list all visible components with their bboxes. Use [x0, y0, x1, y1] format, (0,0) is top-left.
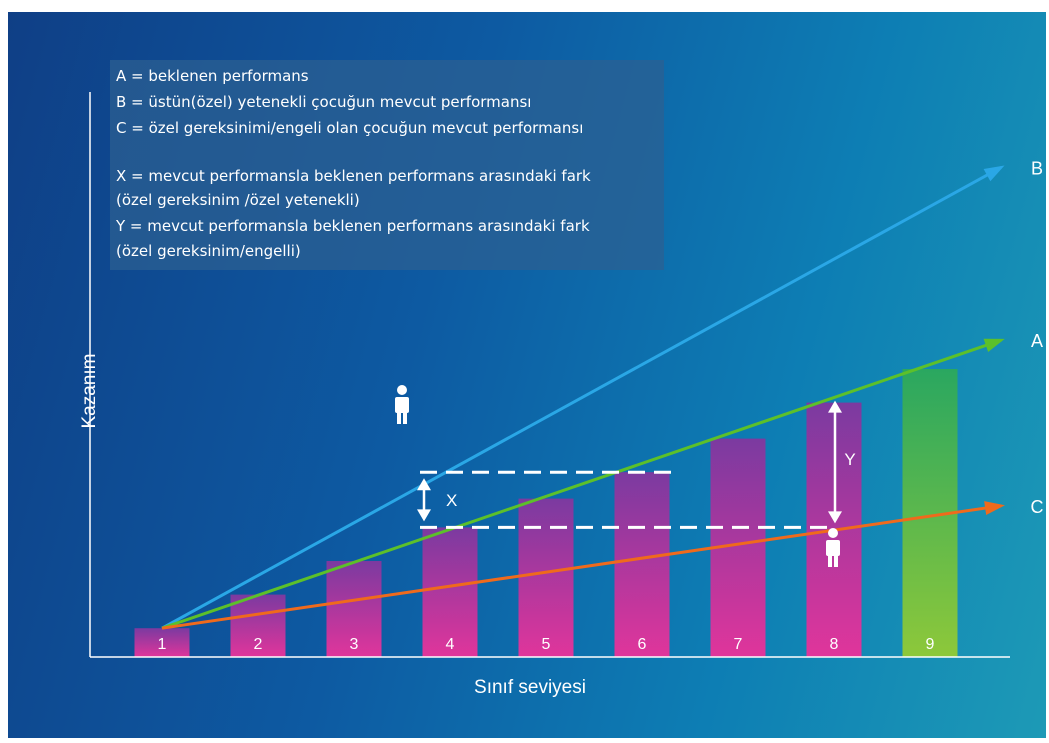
- line-A: [161, 338, 1002, 630]
- bar-2: [230, 594, 286, 657]
- legend-text-B: B = üstün(özel) yetenekli çocuğun mevcut…: [116, 93, 532, 111]
- legend-box: [110, 60, 664, 270]
- legend-text-Y-note: (özel gereksinim/engelli): [116, 242, 301, 260]
- line-label-C: C: [1031, 497, 1044, 517]
- y-axis-title: Kazanım: [79, 353, 100, 429]
- tick-label-9: 9: [926, 636, 935, 653]
- line-label-A: A: [1031, 331, 1043, 351]
- y-gap-arrow-head-top: [828, 400, 842, 413]
- tick-label-6: 6: [638, 636, 647, 653]
- x-gap-label: X: [446, 491, 457, 510]
- arrowhead-B: [983, 165, 1005, 182]
- arrowhead-A: [983, 338, 1005, 353]
- person-icon: [395, 385, 409, 424]
- legend-text-X: X = mevcut performansla beklenen perform…: [116, 167, 591, 185]
- y-gap-arrow-head-bottom: [828, 511, 842, 524]
- bar-4: [422, 527, 478, 657]
- arrowhead-C: [984, 501, 1005, 516]
- line-label-B: B: [1031, 158, 1043, 178]
- bar-3: [326, 561, 382, 657]
- line-B: [161, 166, 1002, 630]
- tick-label-3: 3: [350, 636, 359, 653]
- tick-label-5: 5: [542, 636, 551, 653]
- x-axis-title: Sınıf seviyesi: [474, 677, 586, 698]
- legend-text-A: A = beklenen performans: [116, 67, 309, 85]
- legend-text-X-note: (özel gereksinim /özel yetenekli): [116, 191, 360, 209]
- tick-label-8: 8: [830, 636, 839, 653]
- tick-label-2: 2: [254, 636, 263, 653]
- tick-label-7: 7: [734, 636, 743, 653]
- tick-label-1: 1: [158, 636, 167, 653]
- tick-label-4: 4: [446, 636, 455, 653]
- bar-5: [518, 498, 574, 657]
- line-C: [161, 504, 1002, 630]
- x-gap-arrow-head-bottom: [417, 509, 431, 522]
- x-gap-arrow-head-top: [417, 478, 431, 491]
- legend-text-Y: Y = mevcut performansla beklenen perform…: [116, 217, 590, 235]
- bar-6: [614, 472, 670, 657]
- y-gap-label: Y: [844, 450, 855, 469]
- person-icon: [826, 528, 840, 567]
- legend-text-C: C = özel gereksinimi/engeli olan çocuğun…: [116, 119, 584, 137]
- bar-1: [134, 628, 190, 657]
